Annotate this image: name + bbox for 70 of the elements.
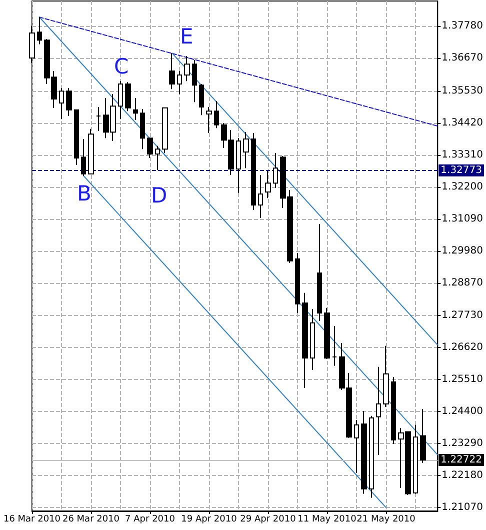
candlestick [177,70,182,95]
y-tick-label: 1.26620 [442,342,484,354]
candlestick [74,109,79,166]
candlestick [251,132,256,210]
candlestick [169,52,175,90]
candlestick [258,174,263,218]
x-tick-label: 26 Mar 2010 [62,514,120,524]
candlestick [413,424,418,494]
candlestick [236,138,241,194]
x-tick-label: 7 Apr 2010 [125,514,176,524]
x-tick-label: 29 Apr 2010 [240,514,296,524]
annotation: E [180,24,194,48]
candlestick [133,98,138,120]
y-tick-label: 1.35530 [442,85,484,96]
candlestick [125,81,131,112]
candlestick [140,108,145,150]
annotation: C [114,54,129,78]
candlestick [147,138,153,159]
candlestick [317,224,322,322]
annotation: B [77,182,92,206]
candlestick [81,138,86,176]
candlestick [88,128,94,174]
candlestick [162,107,168,154]
y-tick-label: 1.24400 [442,406,484,418]
candlestick [420,408,426,464]
y-tick-label: 1.37780 [442,20,484,32]
annotation: D [151,184,168,208]
candlestick [324,307,330,360]
candlestick [361,410,367,494]
y-tick-label: 1.32200 [442,181,484,192]
x-tick-label: 11 May 2010 [298,514,357,524]
candlestick [199,83,204,116]
y-tick-label: 1.23290 [442,438,484,450]
candlestick [37,16,42,45]
y-tick-label: 1.33310 [442,149,484,160]
x-tick-label: 19 Apr 2010 [181,514,238,524]
candlestick [155,145,160,171]
candlestick [59,88,64,120]
y-tick-label: 1.27730 [442,310,484,322]
y-tick-label: 1.22180 [442,470,484,482]
candlestick [383,345,389,408]
candlestick [310,308,315,370]
candlestick [391,376,396,444]
candlestick [369,415,374,498]
x-tick-label: 21 May 2010 [356,514,416,524]
y-tick-label: 1.28870 [442,277,484,288]
candlestick [273,152,278,188]
candlestick [302,292,308,388]
x-tick-label: 16 Mar 2010 [3,514,61,524]
candlestick [96,106,101,132]
y-tick-label: 1.31090 [442,213,484,224]
candlestick [243,132,249,169]
y-tick-label: 1.36670 [442,52,484,64]
ref-line-label: 1.22722 [440,454,482,466]
candlestick [184,56,190,82]
candlestick [376,366,381,456]
candlestick [66,88,72,116]
y-tick-label: 1.21070 [442,502,484,514]
candlestick [295,252,300,314]
candlestick [265,170,271,199]
candlestick [332,326,337,366]
ref-line-label: 1.32773 [440,164,482,176]
y-tick-label: 1.25510 [442,374,484,386]
candlestick [206,106,212,134]
candlestick [214,100,219,129]
candlestick [354,419,359,474]
y-tick-label: 1.34420 [442,117,484,128]
candlestick [192,60,197,103]
y-tick-label: 1.29980 [442,245,484,256]
candlestick [118,80,123,120]
